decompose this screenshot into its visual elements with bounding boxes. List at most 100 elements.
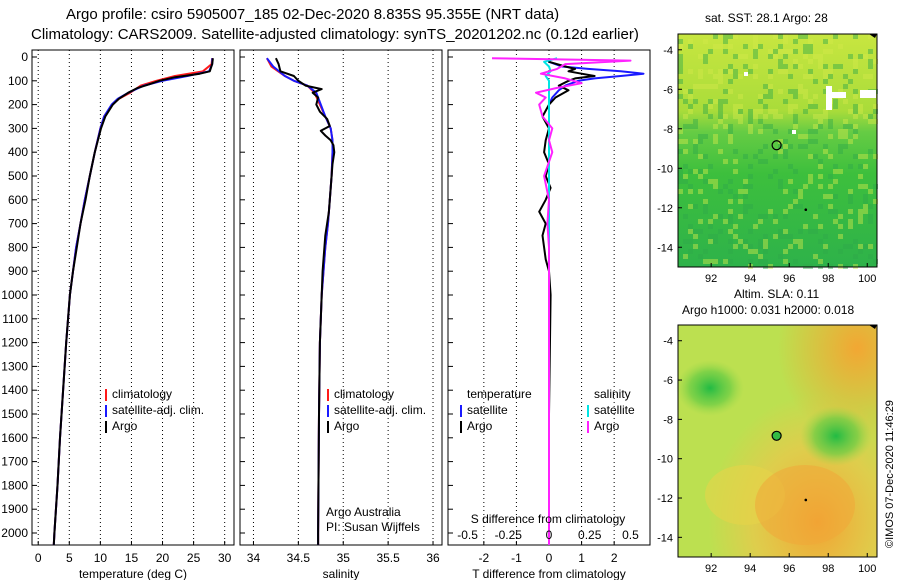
- sst-pixel: [843, 84, 848, 89]
- sst-pixel: [828, 204, 833, 209]
- series-line-argo: [52, 58, 214, 545]
- sst-pixel: [718, 44, 723, 49]
- depth-tick-label: 200: [8, 98, 28, 112]
- lon-tick-label: 98: [822, 273, 834, 285]
- x-tick-label: 34: [247, 551, 261, 565]
- credit-text: ©IMOS 07-Dec-2020 11:46:29: [884, 400, 896, 548]
- sst-pixel: [793, 59, 798, 64]
- lat-tick-label: -10: [657, 163, 673, 175]
- sst-pixel: [748, 249, 753, 254]
- sst-pixel: [743, 154, 748, 159]
- lat-tick-label: -12: [657, 493, 673, 505]
- sst-pixel: [698, 69, 703, 74]
- sst-pixel: [798, 229, 803, 234]
- sst-pixel: [718, 79, 723, 84]
- sst-pixel: [758, 244, 763, 249]
- sst-pixel: [778, 234, 783, 239]
- sst-pixel: [823, 74, 828, 79]
- sst-pixel: [833, 194, 838, 199]
- sst-pixel: [703, 169, 708, 174]
- sst-pixel: [703, 154, 708, 159]
- sst-pixel: [738, 119, 743, 124]
- sst-pixel: [788, 109, 793, 114]
- sst-pixel: [708, 164, 713, 169]
- series-line-satellite-adj-clim-: [266, 57, 334, 545]
- sst-pixel: [688, 224, 693, 229]
- x2-tick-label: -0.25: [495, 528, 523, 542]
- sst-pixel: [758, 119, 763, 124]
- x-tick-label: 25: [187, 551, 201, 565]
- sst-pixel: [713, 184, 718, 189]
- sst-pixel: [823, 79, 828, 84]
- sst-pixel: [833, 169, 838, 174]
- sst-pixel: [838, 144, 843, 149]
- depth-tick-label: 1000: [1, 288, 28, 302]
- sst-pixel: [833, 164, 838, 169]
- sst-pixel: [788, 129, 793, 134]
- sst-pixel: [818, 159, 823, 164]
- sst-pixel: [753, 114, 758, 119]
- sst-pixel: [873, 199, 878, 204]
- sst-pixel: [838, 249, 843, 254]
- sst-pixel: [768, 174, 773, 179]
- lat-tick-label: -14: [657, 242, 673, 254]
- sst-pixel: [753, 74, 758, 79]
- sst-pixel: [733, 109, 738, 114]
- sst-pixel: [738, 74, 743, 79]
- sst-pixel: [733, 114, 738, 119]
- sst-pixel: [783, 234, 788, 239]
- sst-pixel: [818, 164, 823, 169]
- sst-pixel: [753, 224, 758, 229]
- sst-pixel: [688, 39, 693, 44]
- sst-pixel: [778, 89, 783, 94]
- sst-pixel: [778, 49, 783, 54]
- sst-pixel: [683, 239, 688, 244]
- sst-pixel: [773, 214, 778, 219]
- sst-pixel: [863, 154, 868, 159]
- sst-pixel: [848, 124, 853, 129]
- sst-pixel: [723, 124, 728, 129]
- sst-pixel: [808, 104, 813, 109]
- sst-pixel: [858, 219, 863, 224]
- depth-tick-label: 1400: [1, 383, 28, 397]
- sst-pixel: [848, 189, 853, 194]
- sst-pixel: [733, 54, 738, 59]
- sst-pixel: [743, 64, 748, 69]
- sst-pixel: [688, 229, 693, 234]
- x-tick-label: 15: [125, 551, 139, 565]
- sst-pixel: [843, 244, 848, 249]
- legend-temperature: climatology satellite-adj. clim. Argo: [105, 387, 204, 433]
- sst-pixel: [753, 44, 758, 49]
- sst-pixel: [873, 154, 878, 159]
- sst-pixel: [863, 199, 868, 204]
- sst-pixel: [823, 149, 828, 154]
- series-group: [266, 57, 336, 545]
- sst-pixel: [713, 124, 718, 129]
- sst-pixel: [713, 99, 718, 104]
- sst-pixel: [833, 219, 838, 224]
- sst-pixel: [733, 194, 738, 199]
- sst-pixel: [698, 54, 703, 59]
- sst-pixel: [698, 189, 703, 194]
- argo-float-marker: [771, 430, 782, 441]
- sst-pixel: [723, 69, 728, 74]
- x-axis-label: T difference from climatology: [472, 567, 626, 580]
- sst-pixel: [808, 179, 813, 184]
- sst-pixel: [848, 79, 853, 84]
- sst-pixel: [723, 114, 728, 119]
- sst-pixel: [828, 119, 833, 124]
- island-marker: [804, 498, 808, 502]
- sst-pixel: [703, 84, 708, 89]
- sst-pixel: [848, 54, 853, 59]
- lat-tick-label: -8: [663, 124, 673, 136]
- x-tick-label: 20: [156, 551, 170, 565]
- sst-pixel: [688, 239, 693, 244]
- sst-pixel: [763, 239, 768, 244]
- sst-pixel: [853, 59, 858, 64]
- sst-pixel: [798, 144, 803, 149]
- missing-data-patch: [744, 72, 748, 76]
- sst-pixel: [698, 169, 703, 174]
- sst-pixel: [793, 114, 798, 119]
- sst-pixel: [853, 134, 858, 139]
- missing-data-patch: [792, 130, 796, 134]
